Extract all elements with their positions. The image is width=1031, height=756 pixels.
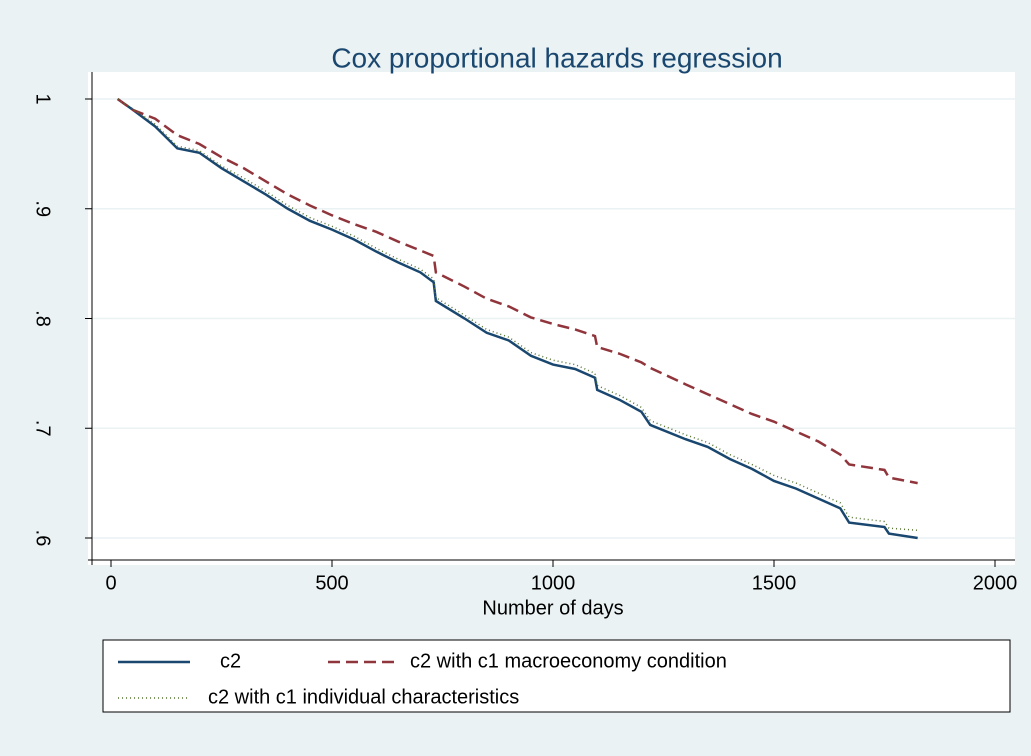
- series-line: [116, 97, 918, 485]
- x-tick-label: 2000: [973, 572, 1018, 594]
- y-tick-label: .6: [32, 530, 54, 547]
- y-tick-label: .7: [32, 420, 54, 437]
- y-tick-label: 1: [32, 93, 54, 104]
- x-axis-label: Number of days: [482, 597, 623, 619]
- legend: [102, 639, 1011, 713]
- y-tick-label: .8: [32, 310, 54, 327]
- y-tick-label: .9: [32, 200, 54, 217]
- x-tick-label: 1500: [752, 572, 797, 594]
- x-tick-label: 0: [105, 572, 116, 594]
- legend-label: c2 with c1 macroeconomy condition: [410, 650, 727, 672]
- legend-label: c2: [220, 650, 241, 672]
- series-line: [117, 98, 918, 532]
- x-tick-label: 500: [315, 572, 348, 594]
- x-tick-label: 1000: [531, 572, 576, 594]
- chart-title: Cox proportional hazards regression: [331, 42, 782, 73]
- legend-label: c2 with c1 individual characteristics: [208, 686, 519, 708]
- series-line: [116, 97, 918, 540]
